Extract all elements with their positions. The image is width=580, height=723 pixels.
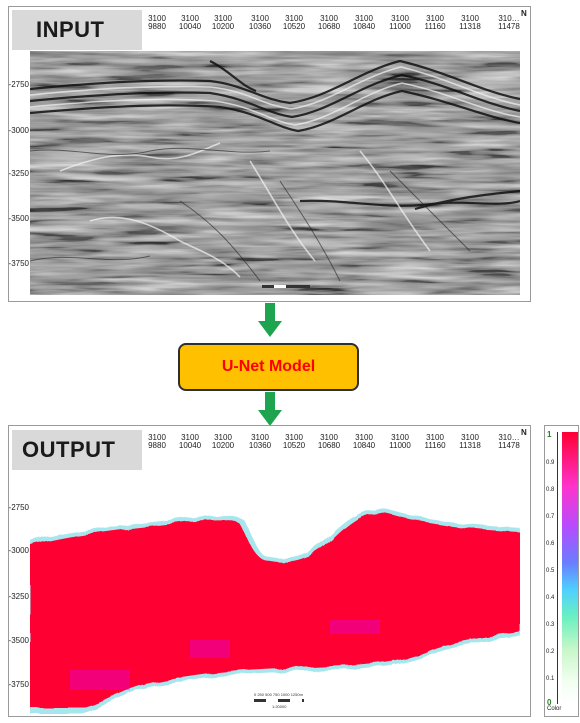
y-tick: -3250 — [8, 592, 29, 601]
colorbar-tick: 0.8 — [546, 487, 555, 493]
down-arrow-icon — [258, 303, 282, 337]
colorbar-ticks: 0.9 0.8 0.7 0.6 0.5 0.4 0.3 0.2 0.1 — [545, 426, 559, 718]
x-tick: 310… 11478 — [498, 14, 520, 31]
x-tick: 310… 11478 — [498, 433, 520, 450]
colorbar-tick: 0.7 — [546, 514, 555, 520]
x-tick: 3100 10360 — [248, 433, 272, 450]
x-tick: 3100 11000 — [389, 433, 411, 450]
colorbar-scale — [557, 432, 562, 704]
colorbar-gradient — [562, 432, 578, 704]
x-tick: 3100 10840 — [352, 433, 376, 450]
y-tick: -3250 — [8, 169, 29, 178]
input-panel: INPUT 3100 9880 3100 10040 3100 10200 3100 1… — [8, 6, 531, 302]
north-marker: N — [521, 428, 527, 437]
colorbar-tick: 0.2 — [546, 649, 555, 655]
colorbar-tick: 0.4 — [546, 595, 555, 601]
x-tick: 3100 11318 — [459, 433, 481, 450]
output-panel: OUTPUT 3100 9880 3100 10040 3100 10200 3100… — [8, 425, 531, 717]
x-tick: 3100 10200 — [211, 14, 235, 31]
seismic-image — [30, 51, 520, 295]
colorbar-caption: Color — [547, 706, 562, 712]
x-tick: 3100 10520 — [282, 14, 306, 31]
colorbar-top-marker: 1 — [547, 430, 552, 439]
x-tick: 3100 10840 — [352, 14, 376, 31]
input-x-axis: 3100 9880 3100 10040 3100 10200 3100 10360 3… — [9, 15, 532, 41]
y-tick: -3500 — [8, 214, 29, 223]
colorbar-tick: 0.1 — [546, 676, 555, 682]
y-tick: -3000 — [8, 546, 29, 555]
down-arrow-icon — [258, 392, 282, 426]
colorbar-tick: 0.3 — [546, 622, 555, 628]
y-tick: -2750 — [8, 503, 29, 512]
scalebar-text: 0 250 500 750 1000 1250m — [254, 692, 304, 697]
x-tick: 3100 10680 — [317, 14, 341, 31]
colorbar-tick: 0.9 — [546, 460, 555, 466]
unet-model-box: U-Net Model — [178, 343, 359, 391]
x-tick: 3100 9880 — [148, 433, 166, 450]
x-tick: 3100 11160 — [424, 433, 446, 450]
output-label: OUTPUT — [12, 430, 142, 470]
colorbar-tick: 0.5 — [546, 568, 555, 574]
x-tick: 3100 10680 — [317, 433, 341, 450]
x-tick: 3100 10040 — [178, 433, 202, 450]
colorbar-bottom-marker: 0 — [547, 698, 552, 707]
x-tick: 3100 10200 — [211, 433, 235, 450]
colorbar-tick: 0.6 — [546, 541, 555, 547]
x-tick: 3100 11000 — [389, 14, 411, 31]
scale-ratio-text: 1:20000 — [272, 704, 287, 709]
y-tick: -3750 — [8, 259, 29, 268]
y-tick: -2750 — [8, 80, 29, 89]
x-tick: 3100 10520 — [282, 433, 306, 450]
output-x-axis: 3100 9880 3100 10040 3100 10200 3100 10360 3… — [9, 434, 532, 460]
x-tick: 3100 9880 — [148, 14, 166, 31]
y-tick: -3000 — [8, 126, 29, 135]
y-tick: -3500 — [8, 636, 29, 645]
input-label: INPUT — [12, 10, 142, 50]
x-tick: 3100 11160 — [424, 14, 446, 31]
x-tick: 3100 10040 — [178, 14, 202, 31]
x-tick: 3100 11318 — [459, 14, 481, 31]
north-marker: N — [521, 9, 527, 18]
prediction-image: 0 250 500 750 1000 1250m 1:20000 — [30, 470, 520, 714]
x-tick: 3100 10360 — [248, 14, 272, 31]
colorbar-panel: 1 0 0.9 0.8 0.7 0.6 0.5 0.4 0.3 0.2 0.1 … — [544, 425, 579, 717]
y-tick: -3750 — [8, 680, 29, 689]
